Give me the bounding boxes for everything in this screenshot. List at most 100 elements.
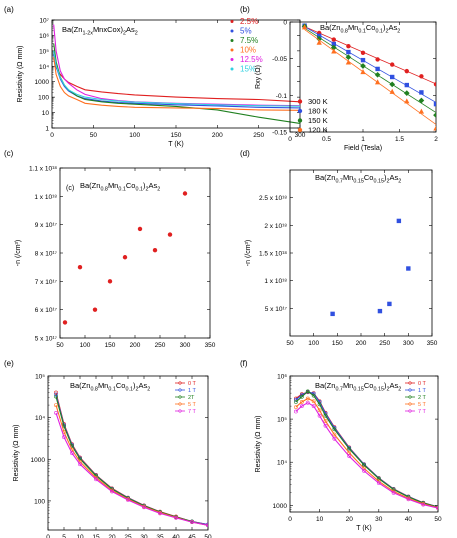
x-tick-label: 30 [375,516,383,523]
y-tick-label: 1.1 x 10¹⁸ [29,166,57,173]
data-point [77,264,83,270]
data-point [62,320,68,325]
series-7-T [294,400,438,511]
chart-title: Ba(Zn0.8Mn0.1Co0.1)2As2 [80,181,160,192]
data-layer [330,218,411,317]
data-point [330,311,335,317]
x-tick-label: 200 [212,132,223,139]
legend-marker [297,99,303,104]
y-tick-label: 10⁴ [277,460,287,467]
x-tick-label: 300 [180,342,191,349]
y-axis-label: -n (/cm³) [245,240,252,266]
legend-marker [230,67,234,71]
data-point [389,81,396,88]
x-tick-label: 50 [434,516,442,523]
panel-label: (f) [240,359,248,368]
x-tick-label: 45 [188,534,196,538]
legend-label: 180 K [308,107,328,116]
data-point [206,523,208,528]
legend: 0 T1 T2 T5 T7 T [405,381,426,415]
series-0 [330,218,411,317]
data-point [345,54,352,61]
y-tick-label: 1 x 10¹⁸ [34,194,57,201]
data-point [311,393,316,398]
legend-marker [297,108,303,114]
data-point [323,423,328,428]
legend-marker [408,402,412,406]
x-tick-label: 0 [288,136,292,143]
legend-marker [178,381,182,385]
chart-title: Ba(Zn1-2xMnxCox)2As2 [62,25,138,36]
data-layer [62,191,188,325]
data-point [122,255,128,260]
data-point [360,50,366,55]
data-point [433,112,436,118]
data-point [305,389,310,394]
legend-label: 10% [240,46,256,55]
series-5-T [54,403,208,528]
data-point [404,82,409,88]
data-point [433,101,436,107]
legend-marker [178,395,182,399]
x-axis-label: T (K) [168,141,183,148]
series-15- [53,50,300,107]
x-tick-label: 350 [427,340,438,347]
inset-label: (c) [66,185,74,192]
data-layer [294,389,438,511]
data-point [418,97,425,104]
legend-label: 12.5% [240,55,263,64]
legend-label: 7 T [188,409,196,415]
panel-f: (f) 0 10 20 30 40 50 1000 10⁴ 10⁵ 10⁶ T (K) Resistiv… [240,359,442,532]
data-point [374,79,381,85]
data-point [404,68,409,74]
y-tick-label: 1 [45,126,49,133]
legend-label: 1 T [418,388,426,394]
y-tick-label: 7 x 10¹⁷ [35,279,58,286]
data-point [305,396,310,401]
legend-marker [230,20,234,23]
y-axis-label: Resistivity (Ω mm) [13,425,20,482]
data-point [62,435,66,440]
data-point [54,390,58,395]
data-point [301,24,308,30]
series-line [53,50,300,107]
series-7-5- [53,43,300,124]
data-point [346,49,351,55]
series-line [53,24,300,107]
data-point [332,432,337,437]
data-point [362,466,366,471]
data-point [346,44,351,49]
data-point [436,506,438,511]
legend-marker [408,395,412,399]
x-tick-label: 30 [140,534,148,538]
y-tick-label: 10⁵ [277,417,287,424]
data-point [362,468,366,473]
x-tick-label: 50 [56,342,64,349]
legend-label: 1 T [188,388,196,394]
panel-a: (a) 0 50 100 150 200 250 300 1 10 100 1000 10⁴ 10⁵ 10⁶… [4,5,306,148]
plot-frame [59,167,211,339]
panel-label: (a) [4,5,14,14]
legend-marker [230,58,234,61]
x-tick-label: 0.5 [322,136,331,143]
data-layer [53,24,300,124]
x-tick-label: 35 [156,534,164,538]
x-tick-label: 0 [50,132,54,139]
data-point [316,36,323,42]
x-tick-label: 10 [316,516,324,523]
data-point [174,516,178,520]
series-line [53,54,300,109]
data-point [374,71,381,78]
x-tick-label: 200 [130,342,141,349]
data-point [311,399,316,404]
legend-label: 2.5% [240,17,258,26]
x-tick-label: 300 [295,132,306,139]
y-tick-label: 5 x 10¹⁷ [265,306,288,313]
data-point [347,454,352,459]
data-point [317,408,322,413]
data-layer [54,390,208,528]
x-tick-label: 40 [172,534,180,538]
y-tick-label: 0 [283,20,287,27]
y-tick-label: 2 x 10¹⁸ [264,223,287,230]
x-axis-label: T (K) [356,525,371,532]
